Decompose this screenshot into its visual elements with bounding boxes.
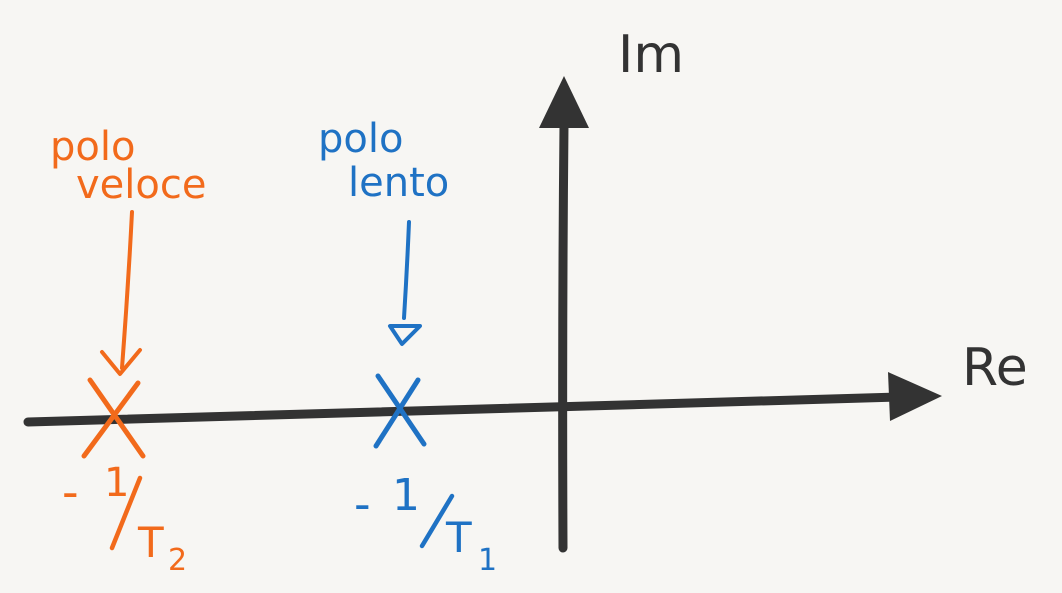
slow-pole-fraction-slash — [419, 493, 455, 549]
fast-pole-pointer-line — [120, 210, 134, 370]
slow-pole: polo lento - 1 T 1 — [318, 116, 497, 578]
fast-pole-denominator: T — [137, 518, 164, 567]
fast-pole-numerator: 1 — [104, 460, 129, 506]
slow-pole-pointer-line — [402, 220, 411, 320]
real-axis: Re — [23, 338, 1028, 427]
slow-pole-pointer-arrowhead-icon — [388, 324, 422, 346]
x-marker-icon — [81, 377, 146, 459]
fast-pole-subscript: 2 — [168, 543, 187, 578]
x-marker-icon — [373, 373, 427, 449]
real-axis-line — [23, 392, 905, 427]
slow-pole-sign: - — [354, 477, 371, 531]
slow-pole-subscript: 1 — [478, 543, 497, 578]
fast-pole: polo veloce - 1 T 2 — [50, 124, 206, 578]
slow-pole-numerator: 1 — [392, 470, 420, 521]
slow-pole-denominator: T — [445, 513, 472, 562]
real-axis-label: Re — [962, 338, 1028, 398]
imaginary-axis-label: Im — [618, 25, 684, 85]
real-axis-arrowhead-icon — [888, 372, 942, 421]
slow-pole-title-line2: lento — [348, 160, 449, 206]
fast-pole-title-line1: polo — [50, 124, 135, 170]
imaginary-axis: Im — [539, 25, 684, 553]
imaginary-axis-line — [558, 120, 569, 553]
fast-pole-sign: - — [62, 465, 79, 519]
slow-pole-title-line1: polo — [318, 116, 403, 162]
fast-pole-pointer-arrowhead-icon — [100, 348, 142, 376]
fast-pole-title-line2: veloce — [76, 162, 206, 208]
imaginary-axis-arrowhead-icon — [539, 76, 589, 128]
fast-pole-fraction-slash — [109, 475, 143, 551]
